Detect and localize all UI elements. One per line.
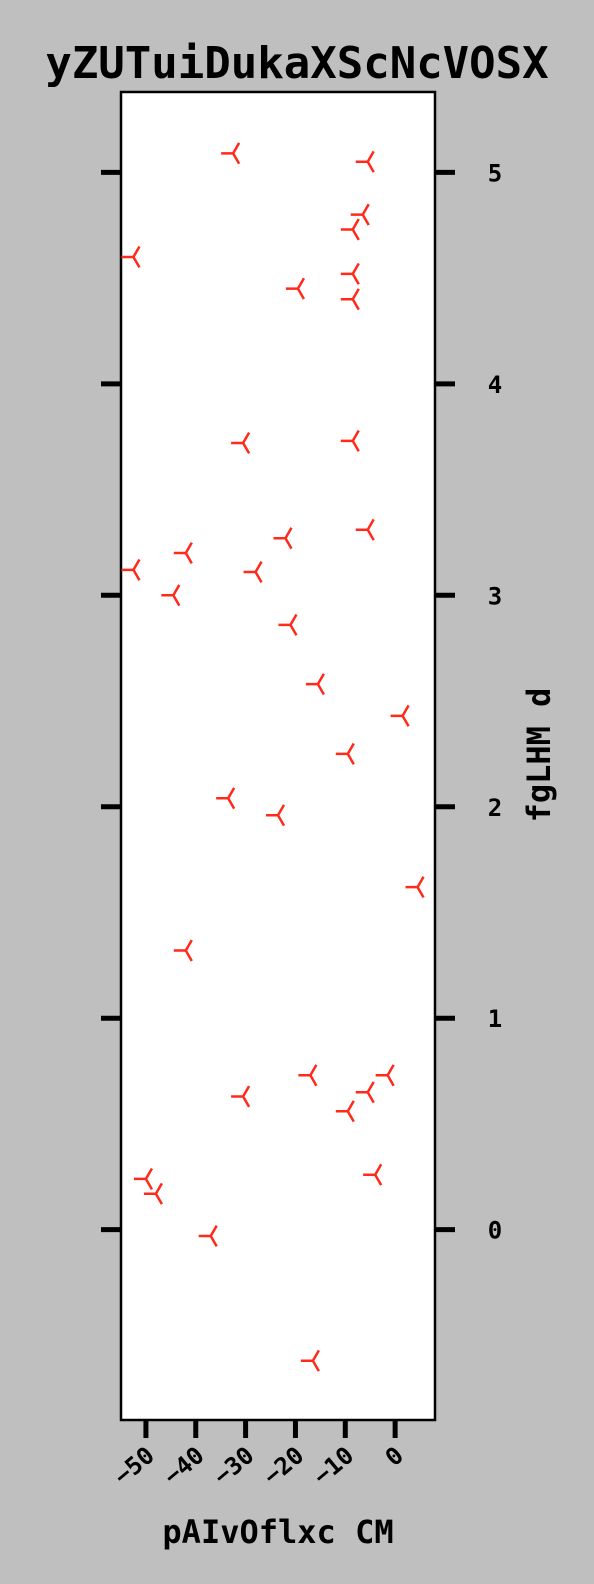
y-tick-label: 1 bbox=[488, 1005, 502, 1033]
data-point bbox=[355, 1081, 375, 1104]
y-tick-label: 2 bbox=[488, 794, 502, 822]
y-axis: 0 1 2 3 4 5 bbox=[101, 159, 502, 1245]
data-point bbox=[340, 288, 360, 311]
data-point bbox=[335, 1100, 355, 1123]
y-axis-label: fgLHM d bbox=[520, 688, 558, 823]
data-point bbox=[221, 142, 241, 165]
data-point bbox=[355, 150, 375, 173]
x-tick-label: −10 bbox=[308, 1441, 359, 1490]
data-point bbox=[243, 561, 263, 584]
y-tick-label: 3 bbox=[488, 582, 502, 610]
data-point bbox=[143, 1182, 163, 1205]
data-point bbox=[300, 1349, 320, 1372]
chart-title: yZUTuiDukaXScNcVOSX bbox=[45, 38, 548, 89]
data-points bbox=[121, 142, 425, 1372]
data-point bbox=[355, 518, 375, 541]
data-point bbox=[390, 704, 410, 727]
data-point bbox=[363, 1163, 383, 1186]
data-point bbox=[173, 541, 193, 565]
x-tick-label: −40 bbox=[158, 1441, 209, 1490]
x-tick-label: 0 bbox=[380, 1441, 409, 1472]
data-point bbox=[340, 429, 360, 452]
data-point bbox=[273, 527, 293, 550]
plot-area bbox=[119, 90, 437, 1422]
data-point bbox=[161, 584, 181, 607]
x-axis-label: pAIvOflxc CM bbox=[162, 1513, 393, 1551]
data-point bbox=[405, 876, 425, 899]
data-point bbox=[285, 277, 306, 300]
data-point bbox=[278, 613, 298, 636]
data-point bbox=[340, 218, 360, 241]
data-point bbox=[305, 673, 325, 696]
data-point bbox=[133, 1167, 154, 1190]
data-point bbox=[335, 742, 355, 765]
data-point bbox=[298, 1064, 318, 1087]
data-point bbox=[173, 939, 193, 962]
data-point bbox=[231, 432, 251, 455]
x-tick-label: −50 bbox=[109, 1441, 160, 1490]
data-point bbox=[216, 787, 236, 810]
y-tick-label: 4 bbox=[488, 371, 502, 399]
data-point bbox=[121, 245, 141, 268]
data-point bbox=[121, 558, 141, 581]
x-tick-label: −20 bbox=[258, 1441, 309, 1490]
data-point bbox=[340, 262, 360, 285]
data-point bbox=[266, 804, 286, 827]
data-point bbox=[231, 1085, 251, 1108]
data-point bbox=[375, 1064, 395, 1087]
x-axis: −50−40−30−20−10 0 bbox=[109, 1420, 409, 1490]
y-tick-label: 5 bbox=[488, 159, 502, 187]
data-point bbox=[198, 1225, 218, 1248]
x-tick-label: −30 bbox=[208, 1441, 259, 1490]
y-tick-label: 0 bbox=[488, 1217, 502, 1245]
data-point bbox=[350, 203, 370, 226]
